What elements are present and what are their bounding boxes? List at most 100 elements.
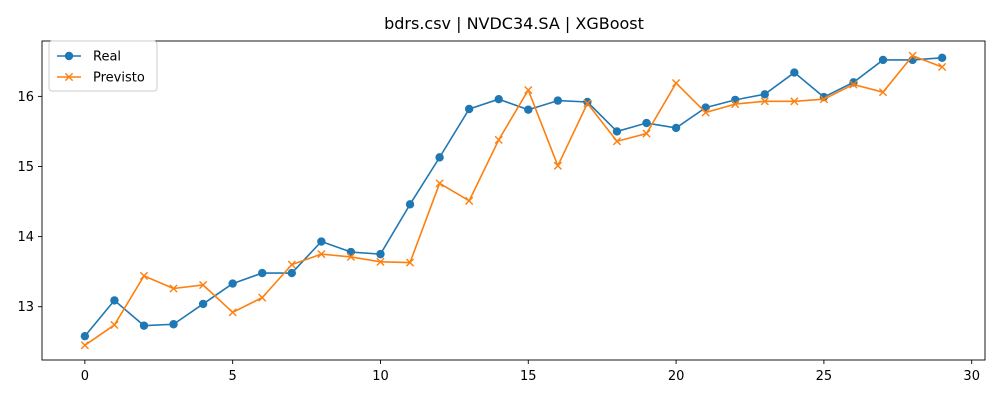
marker-stroke: [346, 252, 356, 262]
marker-stroke: [760, 97, 769, 106]
data-point-real-22: [731, 95, 740, 105]
data-point-previsto-5: [228, 308, 237, 317]
data-point-real-5: [228, 279, 237, 288]
marker-stroke: [701, 108, 710, 117]
marker-stroke: [317, 250, 326, 259]
legend-marker: [64, 72, 74, 82]
data-point-real-16: [553, 96, 563, 105]
marker-stroke: [465, 196, 474, 205]
marker-stroke: [553, 161, 562, 170]
data-point-real-0: [80, 331, 90, 341]
legend-label: Previsto: [93, 71, 145, 86]
data-point-real-14: [494, 94, 503, 104]
y-tick-label: 15: [17, 160, 34, 175]
marker-stroke: [612, 137, 622, 146]
data-point-previsto-13: [465, 196, 474, 205]
marker-stroke: [169, 284, 178, 293]
marker-stroke: [139, 271, 149, 280]
data-point-previsto-19: [642, 129, 651, 138]
data-point-previsto-16: [553, 161, 562, 170]
data-point-real-4: [198, 299, 208, 309]
x-tick-label: 10: [372, 369, 389, 384]
data-point-previsto-4: [199, 280, 208, 290]
data-point-real-7: [287, 268, 296, 278]
y-tick-label: 14: [17, 230, 34, 245]
marker-stroke: [938, 62, 947, 72]
data-point-previsto-12: [435, 179, 444, 188]
plot-area: [80, 51, 947, 350]
data-point-real-10: [376, 249, 385, 259]
data-point-real-17: [583, 97, 592, 107]
data-point-previsto-22: [731, 100, 740, 109]
marker-stroke: [110, 320, 119, 330]
data-point-previsto-27: [878, 88, 888, 97]
data-point-previsto-7: [287, 260, 296, 269]
legend-label: Real: [93, 50, 121, 65]
series-line-previsto: [84, 54, 943, 346]
marker-stroke: [849, 80, 858, 89]
data-point-previsto-20: [671, 78, 681, 88]
data-point-previsto-9: [346, 252, 356, 262]
data-point-previsto-10: [376, 257, 385, 266]
y-tick-label: 16: [17, 90, 34, 105]
legend-entry-previsto: Previsto: [57, 71, 145, 86]
data-point-real-19: [642, 118, 651, 128]
marker-stroke: [731, 100, 740, 109]
data-point-previsto-24: [790, 97, 799, 106]
data-point-real-6: [258, 268, 267, 278]
data-point-previsto-29: [938, 62, 947, 72]
x-tick-label: 20: [668, 369, 685, 384]
data-point-previsto-1: [110, 320, 119, 330]
plot-frame: [41, 40, 986, 361]
marker-stroke: [671, 78, 681, 88]
data-point-previsto-21: [701, 108, 710, 117]
data-point-previsto-14: [494, 135, 503, 144]
data-point-previsto-17: [583, 99, 592, 108]
data-point-previsto-6: [258, 293, 267, 302]
marker-stroke: [228, 308, 237, 317]
data-point-previsto-23: [760, 97, 769, 106]
marker-stroke: [908, 51, 917, 60]
data-point-previsto-11: [405, 258, 415, 267]
marker-stroke: [583, 99, 592, 108]
legend-box: [48, 40, 158, 92]
data-point-real-27: [878, 55, 888, 65]
x-tick-label: 5: [229, 369, 237, 384]
data-point-previsto-0: [80, 341, 89, 350]
x-tick-label: 30: [963, 369, 980, 384]
legend-entry-real: Real: [57, 50, 121, 65]
data-point-real-8: [317, 237, 326, 246]
data-point-previsto-26: [849, 80, 858, 89]
x-tick-label: 15: [520, 369, 537, 384]
legend-marker: [64, 51, 74, 61]
data-point-real-18: [612, 127, 622, 136]
data-point-real-29: [937, 53, 947, 63]
data-point-real-15: [524, 105, 533, 114]
marker-stroke: [878, 88, 888, 97]
marker-stroke: [199, 280, 208, 290]
marker-stroke: [819, 95, 828, 104]
data-point-real-11: [405, 200, 415, 209]
series-line-real: [84, 57, 943, 337]
x-tick-label: 0: [81, 369, 89, 384]
data-point-previsto-28: [908, 51, 917, 60]
data-point-real-20: [671, 123, 681, 133]
marker-stroke: [790, 97, 799, 106]
data-point-previsto-2: [139, 271, 149, 280]
marker-stroke: [494, 135, 503, 144]
data-point-real-12: [435, 153, 444, 162]
marker-stroke: [405, 258, 415, 267]
data-point-previsto-18: [612, 137, 622, 146]
data-point-real-23: [760, 90, 769, 99]
legend: Real Previsto: [48, 40, 158, 92]
x-tick-label: 25: [816, 369, 833, 384]
chart-title: bdrs.csv | NVDC34.SA | XGBoost: [384, 14, 644, 33]
data-point-previsto-8: [317, 250, 326, 259]
data-point-previsto-3: [169, 284, 178, 293]
axes: 0 5 10 15 20 25 30 13 14 15 16: [17, 40, 986, 384]
data-point-real-24: [790, 68, 799, 77]
data-point-real-2: [139, 321, 149, 330]
marker-stroke: [642, 129, 651, 138]
